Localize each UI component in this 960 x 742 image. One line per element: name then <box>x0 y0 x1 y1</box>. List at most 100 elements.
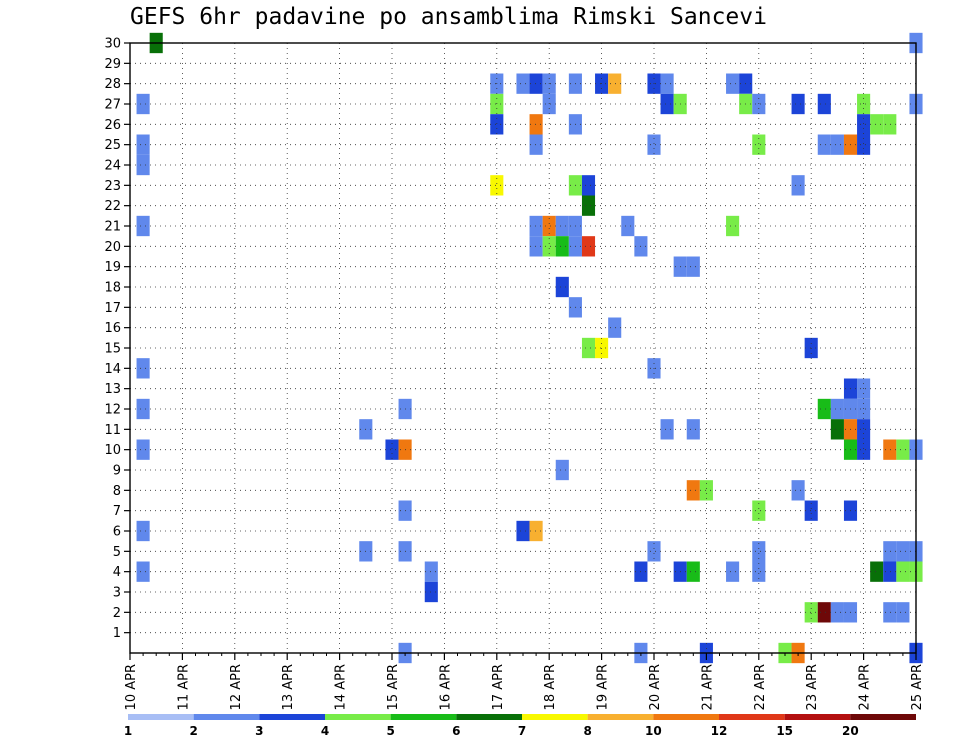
precip-cell <box>581 236 596 257</box>
precip-cell <box>883 561 897 582</box>
colorbar-label: 6 <box>452 724 460 738</box>
precip-cell <box>581 175 596 196</box>
precip-cell <box>804 337 818 359</box>
colorbar-swatch <box>587 714 654 720</box>
precip-cell <box>883 541 897 562</box>
colorbar-swatch <box>784 714 851 720</box>
axes-layer: 1234567891011121314151617181920212223242… <box>104 37 925 711</box>
precip-cell <box>804 500 818 521</box>
x-tick-label: 11 APR <box>176 664 191 710</box>
y-tick-label: 1 <box>113 626 121 641</box>
x-tick-label: 16 APR <box>438 664 453 710</box>
y-tick-label: 24 <box>104 159 121 174</box>
precip-cell <box>136 439 150 460</box>
colorbar-swatch <box>850 714 916 720</box>
colorbar-swatch <box>456 714 522 720</box>
colorbar-label: 7 <box>518 724 526 738</box>
x-tick-label: 22 APR <box>753 664 768 710</box>
precip-cell <box>516 73 530 94</box>
precip-cell <box>608 317 622 338</box>
precip-cell <box>595 337 609 359</box>
precip-cell <box>385 439 399 460</box>
precip-cell <box>136 398 150 420</box>
precip-cell <box>804 602 818 623</box>
y-tick-label: 22 <box>104 199 121 214</box>
y-tick-label: 10 <box>104 443 121 458</box>
y-tick-label: 8 <box>113 484 121 499</box>
precip-cell <box>660 419 674 440</box>
precip-cell <box>752 500 766 521</box>
y-tick-label: 19 <box>104 260 121 275</box>
precip-cell <box>424 581 438 603</box>
precip-cell <box>542 215 556 237</box>
colorbar-swatch <box>325 714 391 720</box>
colorbar-label: 15 <box>776 724 793 738</box>
precip-cell <box>830 602 844 623</box>
precip-cell <box>686 480 700 501</box>
precip-cell <box>896 439 910 460</box>
precip-cell <box>830 134 844 155</box>
precip-cell <box>529 134 543 155</box>
y-tick-label: 16 <box>104 321 121 336</box>
y-tick-label: 15 <box>104 342 121 357</box>
colorbar-swatch <box>259 714 325 720</box>
y-tick-label: 25 <box>104 138 121 153</box>
precip-cell <box>817 93 831 115</box>
precip-cell <box>791 93 805 115</box>
colorbar-label: 2 <box>189 724 197 738</box>
precip-cell <box>870 561 884 582</box>
colorbar-swatch <box>522 714 588 720</box>
precip-cell <box>555 276 569 298</box>
precip-cell <box>529 114 543 135</box>
y-tick-label: 12 <box>104 403 121 418</box>
precip-cell <box>830 398 844 420</box>
precip-cell <box>752 134 766 155</box>
x-tick-label: 13 APR <box>281 664 296 710</box>
plot-frame <box>129 42 917 654</box>
precip-cell <box>686 419 700 440</box>
colorbar-label: 20 <box>842 724 859 738</box>
colorbar-label: 5 <box>386 724 394 738</box>
x-tick-label: 23 APR <box>805 664 820 710</box>
precip-cell <box>830 419 844 440</box>
x-tick-label: 15 APR <box>386 664 401 710</box>
precip-cell <box>516 520 530 542</box>
y-tick-label: 18 <box>104 281 121 296</box>
precip-cell <box>883 439 897 460</box>
y-tick-label: 27 <box>104 98 121 113</box>
precip-cell <box>686 561 700 582</box>
y-tick-label: 23 <box>104 179 121 194</box>
colorbar-swatch <box>653 714 719 720</box>
precip-cell <box>817 134 831 155</box>
precip-cell <box>529 520 543 542</box>
precip-cell <box>608 73 622 94</box>
precip-cell <box>857 419 871 440</box>
precip-cell <box>883 602 897 623</box>
precip-cell <box>857 114 871 135</box>
y-tick-label: 28 <box>104 77 121 92</box>
precip-cell <box>752 561 766 582</box>
precip-cell <box>555 215 569 237</box>
precip-cell <box>857 439 871 460</box>
y-tick-label: 13 <box>104 382 121 397</box>
precip-cell <box>726 215 740 237</box>
chart-title: GEFS 6hr padavine po ansamblima Rimski S… <box>130 4 767 30</box>
precip-cell <box>490 175 504 196</box>
precip-cell <box>621 215 635 237</box>
precip-cell <box>699 480 713 501</box>
x-tick-label: 12 APR <box>229 664 244 710</box>
precip-cell <box>726 561 740 582</box>
precip-cell <box>817 602 831 623</box>
precip-cell <box>883 114 897 135</box>
precip-cell <box>136 358 150 379</box>
precip-cell <box>857 134 871 155</box>
y-tick-label: 17 <box>104 301 121 316</box>
precip-cell <box>791 175 805 196</box>
precip-cell <box>686 256 700 277</box>
precip-cell <box>896 602 910 623</box>
precip-cell <box>660 93 674 115</box>
precip-cell <box>647 541 661 562</box>
y-tick-label: 14 <box>104 362 121 377</box>
y-tick-label: 30 <box>104 37 121 52</box>
precip-cell <box>136 154 150 176</box>
